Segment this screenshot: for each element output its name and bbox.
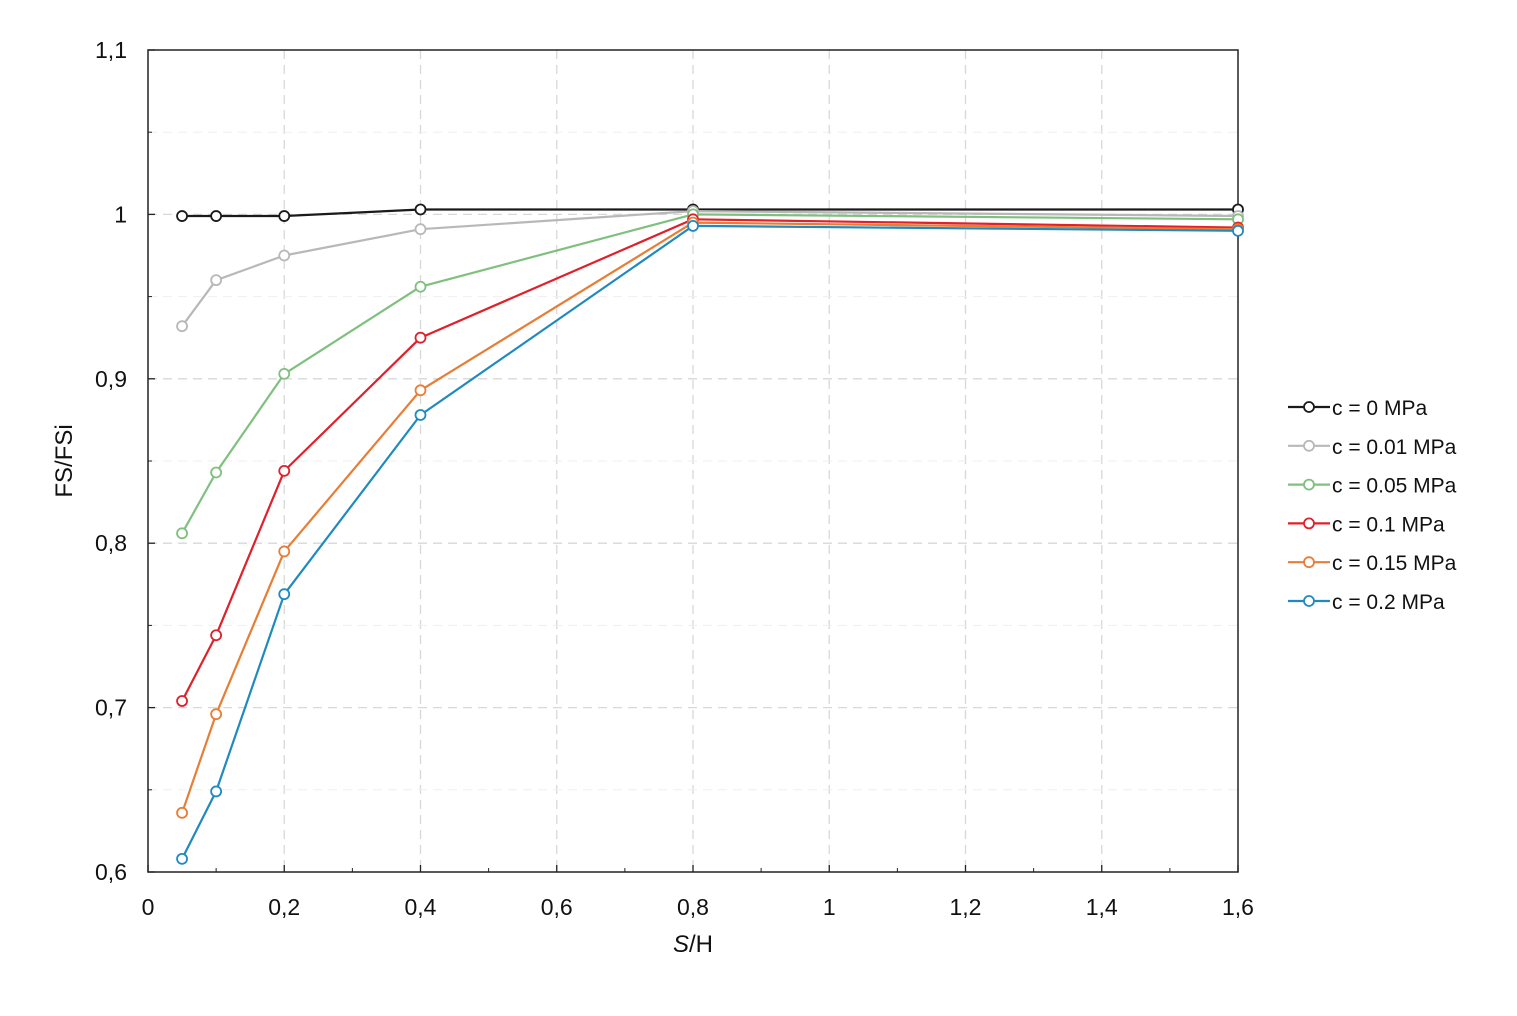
y-axis-title: FS/FSi [51, 424, 78, 497]
data-point [414, 223, 427, 236]
data-point [414, 280, 427, 293]
x-tick-label: 0 [142, 894, 155, 920]
y-axis-tick-labels: 0,6 0,7 0,8 0,9 1 1,1 [95, 37, 127, 885]
data-point [278, 588, 291, 601]
data-point [1232, 224, 1244, 237]
series-2 [176, 208, 1244, 540]
legend-label: c = 0 MPa [1332, 397, 1427, 420]
series-line [181, 218, 1239, 702]
legend-item: c = 0.01 MPa [1288, 436, 1457, 459]
data-point [687, 220, 699, 232]
data-point [414, 409, 427, 421]
data-point [210, 785, 223, 798]
x-axis-title-rest: /H [689, 931, 713, 958]
x-axis-title: S/H [673, 931, 713, 958]
legend-label: c = 0.15 MPa [1332, 552, 1457, 575]
data-point [278, 210, 291, 222]
data-point [176, 695, 188, 707]
legend-item: c = 0 MPa [1288, 397, 1427, 420]
data-point [176, 210, 188, 222]
series-layer [176, 203, 1244, 865]
legend-label: c = 0.05 MPa [1332, 475, 1457, 498]
series-3 [176, 213, 1244, 707]
legend-item: c = 0.1 MPa [1288, 513, 1445, 536]
x-axis-tick-labels: 0 0,2 0,4 0,6 0,8 1 1,2 1,4 1,6 [142, 894, 1254, 920]
legend-label: c = 0.1 MPa [1332, 513, 1445, 536]
data-point [210, 629, 223, 642]
y-tick-label: 0,8 [95, 530, 127, 556]
data-point [176, 320, 188, 333]
legend-label: c = 0.2 MPa [1332, 591, 1445, 614]
data-point [210, 210, 223, 222]
data-point [278, 545, 291, 558]
series-line [181, 224, 1239, 860]
data-point [176, 806, 188, 819]
legend-swatch-marker [1303, 556, 1315, 569]
x-tick-label: 0,4 [405, 894, 437, 920]
series-line [181, 221, 1239, 814]
data-point [414, 203, 427, 216]
series-line [181, 210, 1239, 327]
legend-swatch-marker [1303, 517, 1315, 530]
y-tick-label: 1,1 [95, 37, 127, 63]
legend-swatch-marker [1303, 478, 1315, 491]
y-tick-label: 1 [114, 201, 127, 227]
x-axis-title-italic: S [673, 931, 689, 958]
series-1 [176, 205, 1244, 333]
data-point [176, 852, 188, 865]
legend-swatch-marker [1303, 595, 1315, 607]
x-tick-label: 1 [823, 894, 836, 920]
x-tick-label: 0,2 [268, 894, 300, 920]
legend-item: c = 0.2 MPa [1288, 591, 1445, 614]
series-line [181, 213, 1239, 534]
axis-ticks [147, 49, 1239, 873]
data-point [278, 249, 291, 262]
data-point [278, 464, 291, 477]
data-point [210, 274, 223, 287]
data-point [414, 384, 427, 397]
y-tick-label: 0,7 [95, 695, 127, 721]
series-4 [176, 216, 1244, 819]
data-point [176, 527, 188, 540]
legend-item: c = 0.05 MPa [1288, 475, 1457, 498]
data-point [414, 331, 427, 344]
legend: c = 0 MPa c = 0.01 MPa c = 0.05 MPa c = 0.1… [1288, 397, 1457, 614]
y-tick-label: 0,6 [95, 859, 127, 885]
legend-swatch-marker [1303, 401, 1315, 413]
grid [148, 50, 1238, 872]
data-point [210, 708, 223, 721]
x-tick-label: 0,8 [677, 894, 709, 920]
x-tick-label: 1,2 [950, 894, 982, 920]
data-point [210, 466, 223, 479]
legend-item: c = 0.15 MPa [1288, 552, 1457, 575]
legend-swatch-marker [1303, 439, 1315, 452]
x-tick-label: 1,4 [1086, 894, 1118, 920]
data-point [278, 367, 291, 380]
series-5 [176, 220, 1244, 865]
legend-label: c = 0.01 MPa [1332, 436, 1457, 459]
y-tick-label: 0,9 [95, 366, 127, 392]
x-tick-label: 0,6 [541, 894, 573, 920]
x-tick-label: 1,6 [1222, 894, 1254, 920]
